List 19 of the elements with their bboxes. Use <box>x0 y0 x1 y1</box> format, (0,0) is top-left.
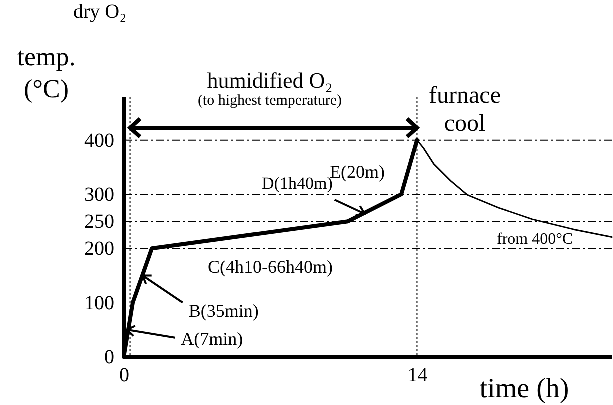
y-tick-label: 200 <box>84 238 114 260</box>
annotation: (to highest temperature) <box>198 93 342 109</box>
x-axis-title: time (h) <box>480 374 570 404</box>
text: humidified O₂ <box>207 68 333 93</box>
y-tick-label: 100 <box>84 292 114 314</box>
y-tick-label: 250 <box>84 211 114 234</box>
annotation: furnace cool <box>429 83 501 137</box>
y-axis-title: temp. (°C) <box>17 42 76 104</box>
annotation: A(7min) <box>181 328 244 349</box>
annotation: B(35min) <box>188 300 259 321</box>
annotation: E(20m) <box>330 162 385 182</box>
text: dry O₂ <box>73 1 127 23</box>
annotation: C(4h10-66h40m) <box>208 257 333 277</box>
annotation: from 400°C <box>497 231 574 248</box>
x-tick-label: 14 <box>408 364 428 386</box>
y-tick-label: 300 <box>84 184 114 206</box>
annotation: D(1h40m) <box>262 174 333 193</box>
y-tick-label: 400 <box>84 130 114 152</box>
y-tick-label: 0 <box>104 346 114 368</box>
